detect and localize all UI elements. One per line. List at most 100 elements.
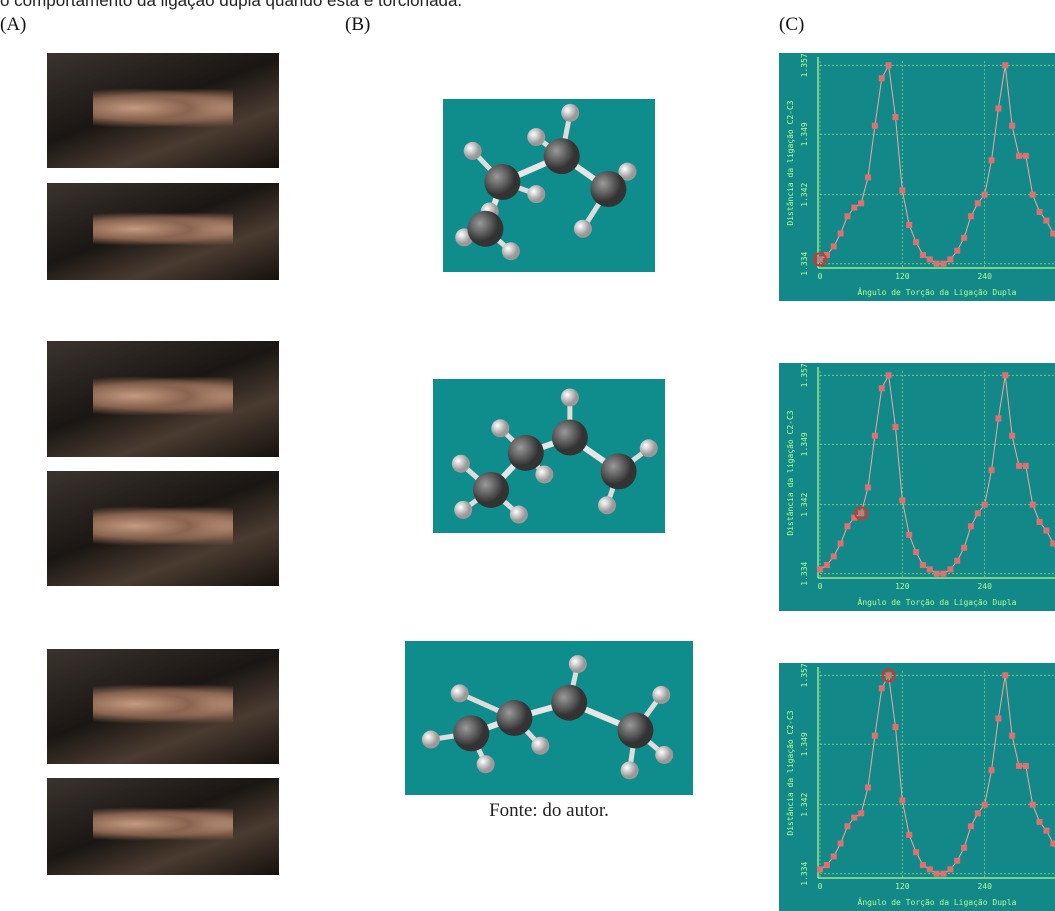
- hydrogen: [464, 142, 482, 160]
- point: [995, 715, 1001, 721]
- photo: [47, 341, 279, 457]
- point: [934, 871, 940, 877]
- hydrogen: [502, 242, 520, 260]
- y-axis-label: Distância da ligação C2-C3: [786, 710, 795, 835]
- y-tick-label: 1.342: [800, 182, 809, 206]
- hydrogen: [477, 755, 495, 773]
- photo: [47, 649, 279, 764]
- point: [831, 853, 837, 859]
- hydrogen: [569, 655, 587, 673]
- point: [961, 235, 967, 241]
- photo: [47, 53, 279, 168]
- point: [1050, 231, 1055, 237]
- carbon: [544, 138, 580, 174]
- hydrogen: [452, 455, 470, 473]
- point: [927, 866, 933, 872]
- point: [865, 784, 871, 790]
- hydrogen: [451, 684, 469, 702]
- point: [1043, 828, 1049, 834]
- point: [817, 566, 823, 572]
- point: [995, 415, 1001, 421]
- point: [872, 733, 878, 739]
- x-tick-label: 240: [977, 882, 992, 891]
- point: [1009, 123, 1015, 129]
- point: [982, 192, 988, 198]
- point: [961, 845, 967, 851]
- point: [879, 685, 885, 691]
- point: [892, 724, 898, 730]
- point: [879, 75, 885, 81]
- point: [927, 566, 933, 572]
- point: [927, 256, 933, 262]
- hydrogen: [561, 104, 579, 122]
- point: [899, 497, 905, 503]
- hydrogen: [531, 737, 549, 755]
- hydrogen: [652, 686, 670, 704]
- point: [1050, 841, 1055, 847]
- x-tick-label: 240: [977, 582, 992, 591]
- point: [1043, 218, 1049, 224]
- point: [961, 545, 967, 551]
- x-tick-label: 240: [977, 272, 992, 281]
- point: [831, 553, 837, 559]
- point: [913, 549, 919, 555]
- point: [886, 62, 892, 68]
- point: [989, 467, 995, 473]
- point: [1030, 192, 1036, 198]
- point: [968, 523, 974, 529]
- y-tick-label: 1.357: [800, 663, 809, 687]
- point: [920, 862, 926, 868]
- line: [820, 675, 1055, 873]
- hydrogen: [598, 496, 616, 514]
- x-axis-label: Ângulo de Torção da Ligação Dupla: [858, 286, 1017, 297]
- point: [1037, 209, 1043, 215]
- point: [858, 810, 864, 816]
- point: [947, 866, 953, 872]
- point: [1016, 463, 1022, 469]
- point: [817, 866, 823, 872]
- hydrogen: [535, 465, 553, 483]
- x-tick-label: 120: [895, 882, 910, 891]
- point: [838, 231, 844, 237]
- carbon: [508, 435, 544, 471]
- point: [934, 571, 940, 577]
- hydrogen: [655, 746, 673, 764]
- hydrogen: [527, 128, 545, 146]
- point: [899, 797, 905, 803]
- point: [872, 123, 878, 129]
- hydrogen: [491, 419, 509, 437]
- hydrogen: [422, 731, 440, 749]
- y-tick-label: 1.334: [800, 561, 809, 585]
- carbon: [473, 472, 509, 508]
- point: [954, 858, 960, 864]
- carbon: [590, 171, 626, 207]
- point: [838, 841, 844, 847]
- point: [975, 200, 981, 206]
- caption-line: o comportamento da ligação dupla quando …: [0, 0, 462, 11]
- point: [947, 566, 953, 572]
- hydrogen: [527, 185, 545, 203]
- x-axis-label: Ângulo de Torção da Ligação Dupla: [858, 896, 1017, 907]
- carbon: [617, 712, 653, 748]
- hydrogen: [574, 220, 592, 238]
- y-tick-label: 1.349: [800, 432, 809, 456]
- carbon: [484, 164, 520, 200]
- molecule: [405, 641, 693, 795]
- point: [954, 248, 960, 254]
- molecule: [443, 99, 655, 272]
- panel-label: (B): [345, 14, 370, 36]
- y-axis-label: Distância da ligação C2-C3: [786, 100, 795, 225]
- point: [844, 823, 850, 829]
- point: [899, 187, 905, 193]
- point: [941, 571, 947, 577]
- point: [844, 213, 850, 219]
- point: [934, 261, 940, 267]
- point: [975, 810, 981, 816]
- point: [886, 672, 892, 678]
- hydrogen: [640, 439, 658, 457]
- point: [831, 243, 837, 249]
- point: [886, 372, 892, 378]
- point: [968, 823, 974, 829]
- point: [1016, 763, 1022, 769]
